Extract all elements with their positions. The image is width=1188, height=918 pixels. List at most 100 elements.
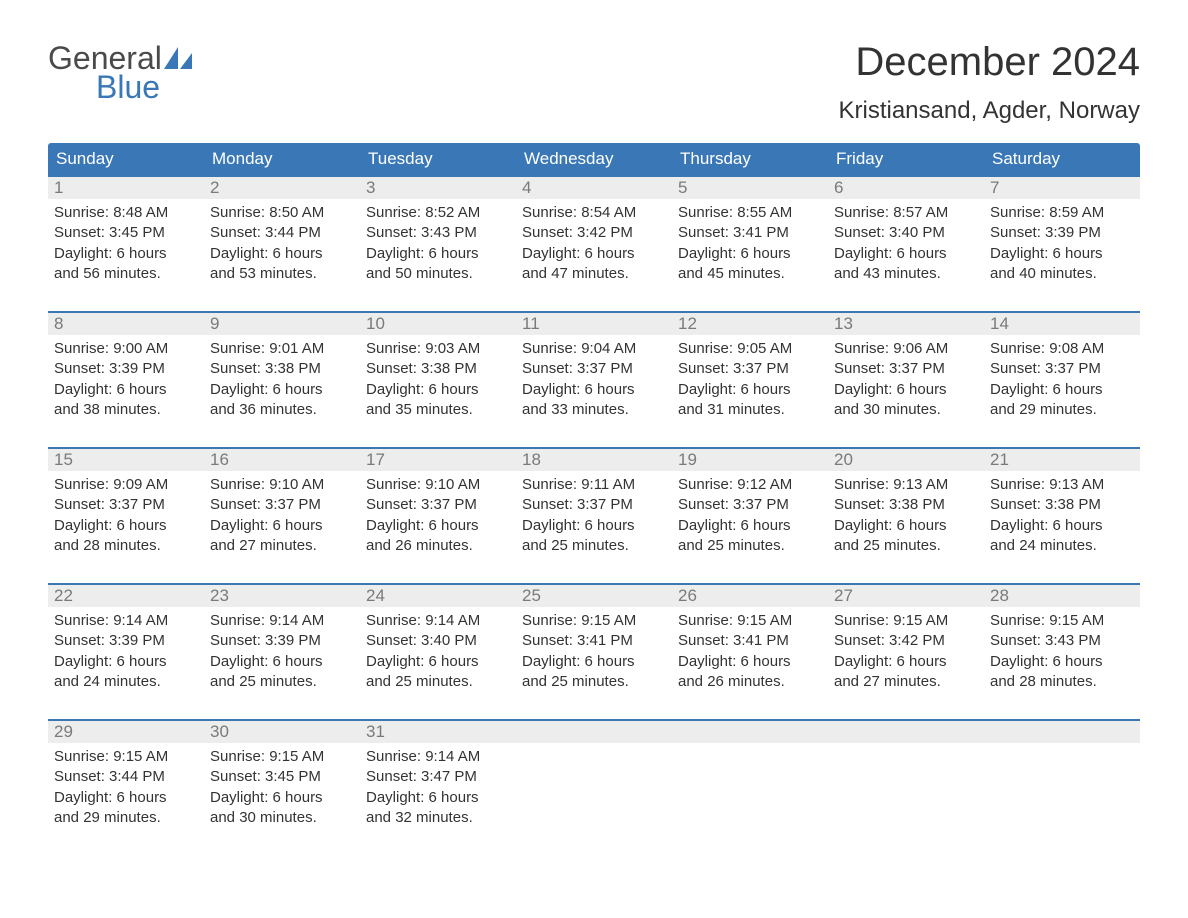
day-body: Sunrise: 9:10 AMSunset: 3:37 PMDaylight:… bbox=[360, 471, 516, 558]
day-number: 16 bbox=[204, 449, 360, 471]
sunrise-text: Sunrise: 8:55 AM bbox=[678, 203, 822, 223]
weeks-container: 1Sunrise: 8:48 AMSunset: 3:45 PMDaylight… bbox=[48, 175, 1140, 831]
weekday-header: Sunday bbox=[48, 143, 204, 175]
daylight-text-line1: Daylight: 6 hours bbox=[210, 516, 354, 536]
sunset-text: Sunset: 3:42 PM bbox=[834, 631, 978, 651]
daylight-text-line2: and 30 minutes. bbox=[210, 808, 354, 828]
day-number: 26 bbox=[672, 585, 828, 607]
day-cell: 22Sunrise: 9:14 AMSunset: 3:39 PMDayligh… bbox=[48, 585, 204, 695]
daylight-text-line1: Daylight: 6 hours bbox=[54, 788, 198, 808]
day-number: 20 bbox=[828, 449, 984, 471]
day-cell: 10Sunrise: 9:03 AMSunset: 3:38 PMDayligh… bbox=[360, 313, 516, 423]
sunrise-text: Sunrise: 9:14 AM bbox=[210, 611, 354, 631]
day-cell: 1Sunrise: 8:48 AMSunset: 3:45 PMDaylight… bbox=[48, 177, 204, 287]
daylight-text-line1: Daylight: 6 hours bbox=[54, 652, 198, 672]
daylight-text-line2: and 25 minutes. bbox=[210, 672, 354, 692]
day-cell: 9Sunrise: 9:01 AMSunset: 3:38 PMDaylight… bbox=[204, 313, 360, 423]
day-number: 3 bbox=[360, 177, 516, 199]
sunrise-text: Sunrise: 8:50 AM bbox=[210, 203, 354, 223]
daylight-text-line2: and 31 minutes. bbox=[678, 400, 822, 420]
day-body: Sunrise: 9:13 AMSunset: 3:38 PMDaylight:… bbox=[828, 471, 984, 558]
day-body: Sunrise: 9:12 AMSunset: 3:37 PMDaylight:… bbox=[672, 471, 828, 558]
week-row: 29Sunrise: 9:15 AMSunset: 3:44 PMDayligh… bbox=[48, 719, 1140, 831]
daylight-text-line1: Daylight: 6 hours bbox=[210, 380, 354, 400]
day-number: 2 bbox=[204, 177, 360, 199]
sunset-text: Sunset: 3:37 PM bbox=[678, 495, 822, 515]
day-body: Sunrise: 8:54 AMSunset: 3:42 PMDaylight:… bbox=[516, 199, 672, 286]
day-body: Sunrise: 8:59 AMSunset: 3:39 PMDaylight:… bbox=[984, 199, 1140, 286]
day-number: 22 bbox=[48, 585, 204, 607]
sunrise-text: Sunrise: 9:06 AM bbox=[834, 339, 978, 359]
weekday-header: Saturday bbox=[984, 143, 1140, 175]
day-cell: 16Sunrise: 9:10 AMSunset: 3:37 PMDayligh… bbox=[204, 449, 360, 559]
brand-name-part2: Blue bbox=[96, 69, 192, 106]
day-number: 27 bbox=[828, 585, 984, 607]
sunset-text: Sunset: 3:39 PM bbox=[990, 223, 1134, 243]
sunset-text: Sunset: 3:44 PM bbox=[54, 767, 198, 787]
sunset-text: Sunset: 3:47 PM bbox=[366, 767, 510, 787]
sunrise-text: Sunrise: 8:57 AM bbox=[834, 203, 978, 223]
daylight-text-line2: and 30 minutes. bbox=[834, 400, 978, 420]
sunset-text: Sunset: 3:39 PM bbox=[54, 359, 198, 379]
day-body: Sunrise: 9:03 AMSunset: 3:38 PMDaylight:… bbox=[360, 335, 516, 422]
day-cell: 31Sunrise: 9:14 AMSunset: 3:47 PMDayligh… bbox=[360, 721, 516, 831]
day-cell: 5Sunrise: 8:55 AMSunset: 3:41 PMDaylight… bbox=[672, 177, 828, 287]
sunset-text: Sunset: 3:37 PM bbox=[54, 495, 198, 515]
day-number: 11 bbox=[516, 313, 672, 335]
day-body: Sunrise: 9:14 AMSunset: 3:39 PMDaylight:… bbox=[48, 607, 204, 694]
day-number: 8 bbox=[48, 313, 204, 335]
day-cell: 6Sunrise: 8:57 AMSunset: 3:40 PMDaylight… bbox=[828, 177, 984, 287]
day-number: 4 bbox=[516, 177, 672, 199]
day-number: 7 bbox=[984, 177, 1140, 199]
daylight-text-line2: and 27 minutes. bbox=[834, 672, 978, 692]
daylight-text-line1: Daylight: 6 hours bbox=[522, 244, 666, 264]
sunset-text: Sunset: 3:40 PM bbox=[834, 223, 978, 243]
sunset-text: Sunset: 3:37 PM bbox=[834, 359, 978, 379]
day-number: 10 bbox=[360, 313, 516, 335]
day-number: 25 bbox=[516, 585, 672, 607]
day-body: Sunrise: 9:15 AMSunset: 3:44 PMDaylight:… bbox=[48, 743, 204, 830]
daylight-text-line2: and 50 minutes. bbox=[366, 264, 510, 284]
sunset-text: Sunset: 3:37 PM bbox=[678, 359, 822, 379]
sunrise-text: Sunrise: 9:04 AM bbox=[522, 339, 666, 359]
location: Kristiansand, Agder, Norway bbox=[839, 97, 1141, 125]
weekday-header: Tuesday bbox=[360, 143, 516, 175]
day-cell bbox=[984, 721, 1140, 831]
day-number: 29 bbox=[48, 721, 204, 743]
day-body: Sunrise: 8:57 AMSunset: 3:40 PMDaylight:… bbox=[828, 199, 984, 286]
day-number: 28 bbox=[984, 585, 1140, 607]
day-number: 6 bbox=[828, 177, 984, 199]
daylight-text-line1: Daylight: 6 hours bbox=[54, 516, 198, 536]
daylight-text-line1: Daylight: 6 hours bbox=[522, 516, 666, 536]
daylight-text-line2: and 26 minutes. bbox=[366, 536, 510, 556]
daylight-text-line1: Daylight: 6 hours bbox=[834, 380, 978, 400]
sunrise-text: Sunrise: 9:05 AM bbox=[678, 339, 822, 359]
day-body: Sunrise: 9:14 AMSunset: 3:40 PMDaylight:… bbox=[360, 607, 516, 694]
day-cell: 11Sunrise: 9:04 AMSunset: 3:37 PMDayligh… bbox=[516, 313, 672, 423]
day-cell: 13Sunrise: 9:06 AMSunset: 3:37 PMDayligh… bbox=[828, 313, 984, 423]
daylight-text-line2: and 32 minutes. bbox=[366, 808, 510, 828]
day-number: 18 bbox=[516, 449, 672, 471]
daylight-text-line2: and 35 minutes. bbox=[366, 400, 510, 420]
day-body: Sunrise: 9:08 AMSunset: 3:37 PMDaylight:… bbox=[984, 335, 1140, 422]
day-cell: 18Sunrise: 9:11 AMSunset: 3:37 PMDayligh… bbox=[516, 449, 672, 559]
day-body: Sunrise: 9:04 AMSunset: 3:37 PMDaylight:… bbox=[516, 335, 672, 422]
sunrise-text: Sunrise: 9:10 AM bbox=[366, 475, 510, 495]
sunset-text: Sunset: 3:41 PM bbox=[678, 631, 822, 651]
day-cell: 25Sunrise: 9:15 AMSunset: 3:41 PMDayligh… bbox=[516, 585, 672, 695]
sunrise-text: Sunrise: 8:52 AM bbox=[366, 203, 510, 223]
day-cell: 29Sunrise: 9:15 AMSunset: 3:44 PMDayligh… bbox=[48, 721, 204, 831]
daylight-text-line1: Daylight: 6 hours bbox=[990, 244, 1134, 264]
daylight-text-line2: and 28 minutes. bbox=[990, 672, 1134, 692]
sunset-text: Sunset: 3:43 PM bbox=[366, 223, 510, 243]
day-number: 9 bbox=[204, 313, 360, 335]
brand-logo: General Blue bbox=[48, 40, 192, 106]
sunset-text: Sunset: 3:39 PM bbox=[210, 631, 354, 651]
sunset-text: Sunset: 3:37 PM bbox=[522, 359, 666, 379]
day-number: 5 bbox=[672, 177, 828, 199]
day-cell bbox=[516, 721, 672, 831]
day-cell: 8Sunrise: 9:00 AMSunset: 3:39 PMDaylight… bbox=[48, 313, 204, 423]
day-number-empty bbox=[984, 721, 1140, 743]
weekday-header: Monday bbox=[204, 143, 360, 175]
sunrise-text: Sunrise: 9:15 AM bbox=[990, 611, 1134, 631]
